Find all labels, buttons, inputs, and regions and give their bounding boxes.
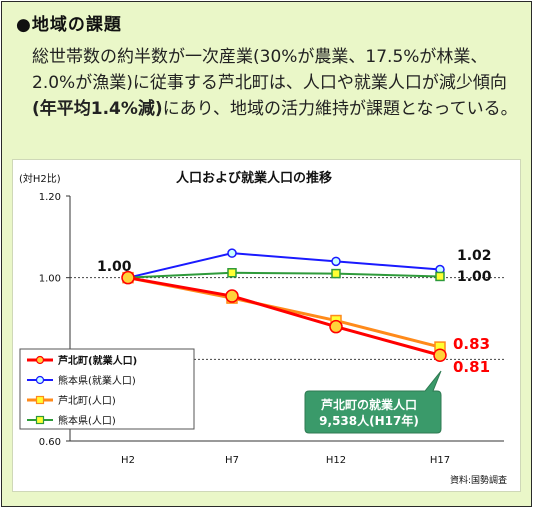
data-point [433, 348, 447, 362]
y-tick-label: 0.60 [39, 437, 61, 448]
series-line [127, 252, 441, 279]
legend-entry: 芦北町(人口) [27, 395, 116, 407]
callout: 芦北町の就業人口 9,538人(H17年) [304, 370, 442, 434]
legend-entry: 熊本県(人口) [27, 414, 116, 427]
legend-marker [35, 415, 45, 425]
legend: 芦北町(就業人口) 熊本県(就業人口) 芦北町(人口) 熊本県(人口) [19, 348, 195, 430]
paragraph-after: にあり、地域の活力維持が課題となっている。 [162, 99, 518, 119]
y-tick-label: 1.00 [39, 274, 61, 285]
data-point [435, 271, 445, 282]
chart-title: 人口および就業人口の推移 [176, 170, 332, 186]
series-line [127, 271, 441, 279]
legend-entry: 芦北町(就業人口) [27, 354, 137, 367]
data-label: 1.00 [97, 259, 132, 275]
data-label: 1.02 [457, 248, 492, 264]
line-chart: 人口および就業人口の推移 (対H2比) 0.600.801.001.20H2H7… [19, 170, 507, 486]
section-heading: ●地域の課題 [16, 10, 122, 35]
data-label: 0.83 [453, 335, 490, 353]
bullet-icon: ● [16, 15, 32, 35]
x-tick-label: H12 [326, 455, 346, 466]
legend-entry: 熊本県(就業人口) [27, 374, 136, 387]
legend-label: 芦北町(就業人口) [58, 354, 137, 367]
callout-line-2: 9,538人(H17年) [319, 413, 419, 428]
data-point [329, 319, 343, 334]
legend-label: 熊本県(人口) [58, 414, 116, 427]
data-label: 0.81 [453, 358, 490, 376]
unit-label: (対H2比) [19, 172, 61, 185]
legend-label: 芦北町(人口) [58, 395, 116, 407]
data-point [225, 289, 239, 303]
x-tick-label: H2 [121, 455, 135, 466]
data-point [227, 248, 237, 258]
callout-bubble [304, 370, 442, 434]
series-layer [121, 248, 447, 362]
paragraph-before: 総世帯数の約半数が一次産業(30%が農業、17.5%が林業、2.0%が漁業)に従… [32, 47, 507, 93]
x-tick-label: H17 [430, 455, 450, 466]
legend-box [19, 348, 195, 430]
legend-label: 熊本県(就業人口) [58, 374, 136, 387]
y-tick-label: 1.20 [39, 192, 61, 203]
source-note: 資料:国勢調査 [450, 474, 507, 486]
x-tick-label: H7 [225, 455, 239, 466]
description-paragraph: 総世帯数の約半数が一次産業(30%が農業、17.5%が林業、2.0%が漁業)に従… [32, 44, 524, 122]
legend-marker [35, 375, 45, 385]
data-label-layer: 1.00 1.02 1.00 0.83 0.81 [97, 248, 492, 376]
data-point [227, 268, 237, 278]
series-1 [123, 248, 445, 283]
callout-line-1: 芦北町の就業人口 [321, 397, 417, 412]
legend-marker [35, 395, 45, 405]
legend-marker [35, 355, 45, 365]
section-title: 地域の課題 [31, 15, 122, 35]
data-point [121, 270, 135, 285]
series-0 [121, 270, 447, 362]
data-point [331, 256, 341, 267]
paragraph-emphasis: (年平均1.4%減) [32, 99, 163, 119]
chart-card: 人口および就業人口の推移 (対H2比) 0.600.801.001.20H2H7… [12, 159, 521, 492]
data-label: 1.00 [457, 269, 492, 285]
data-point [331, 268, 341, 279]
series-line [127, 276, 441, 357]
series-3 [123, 268, 445, 283]
